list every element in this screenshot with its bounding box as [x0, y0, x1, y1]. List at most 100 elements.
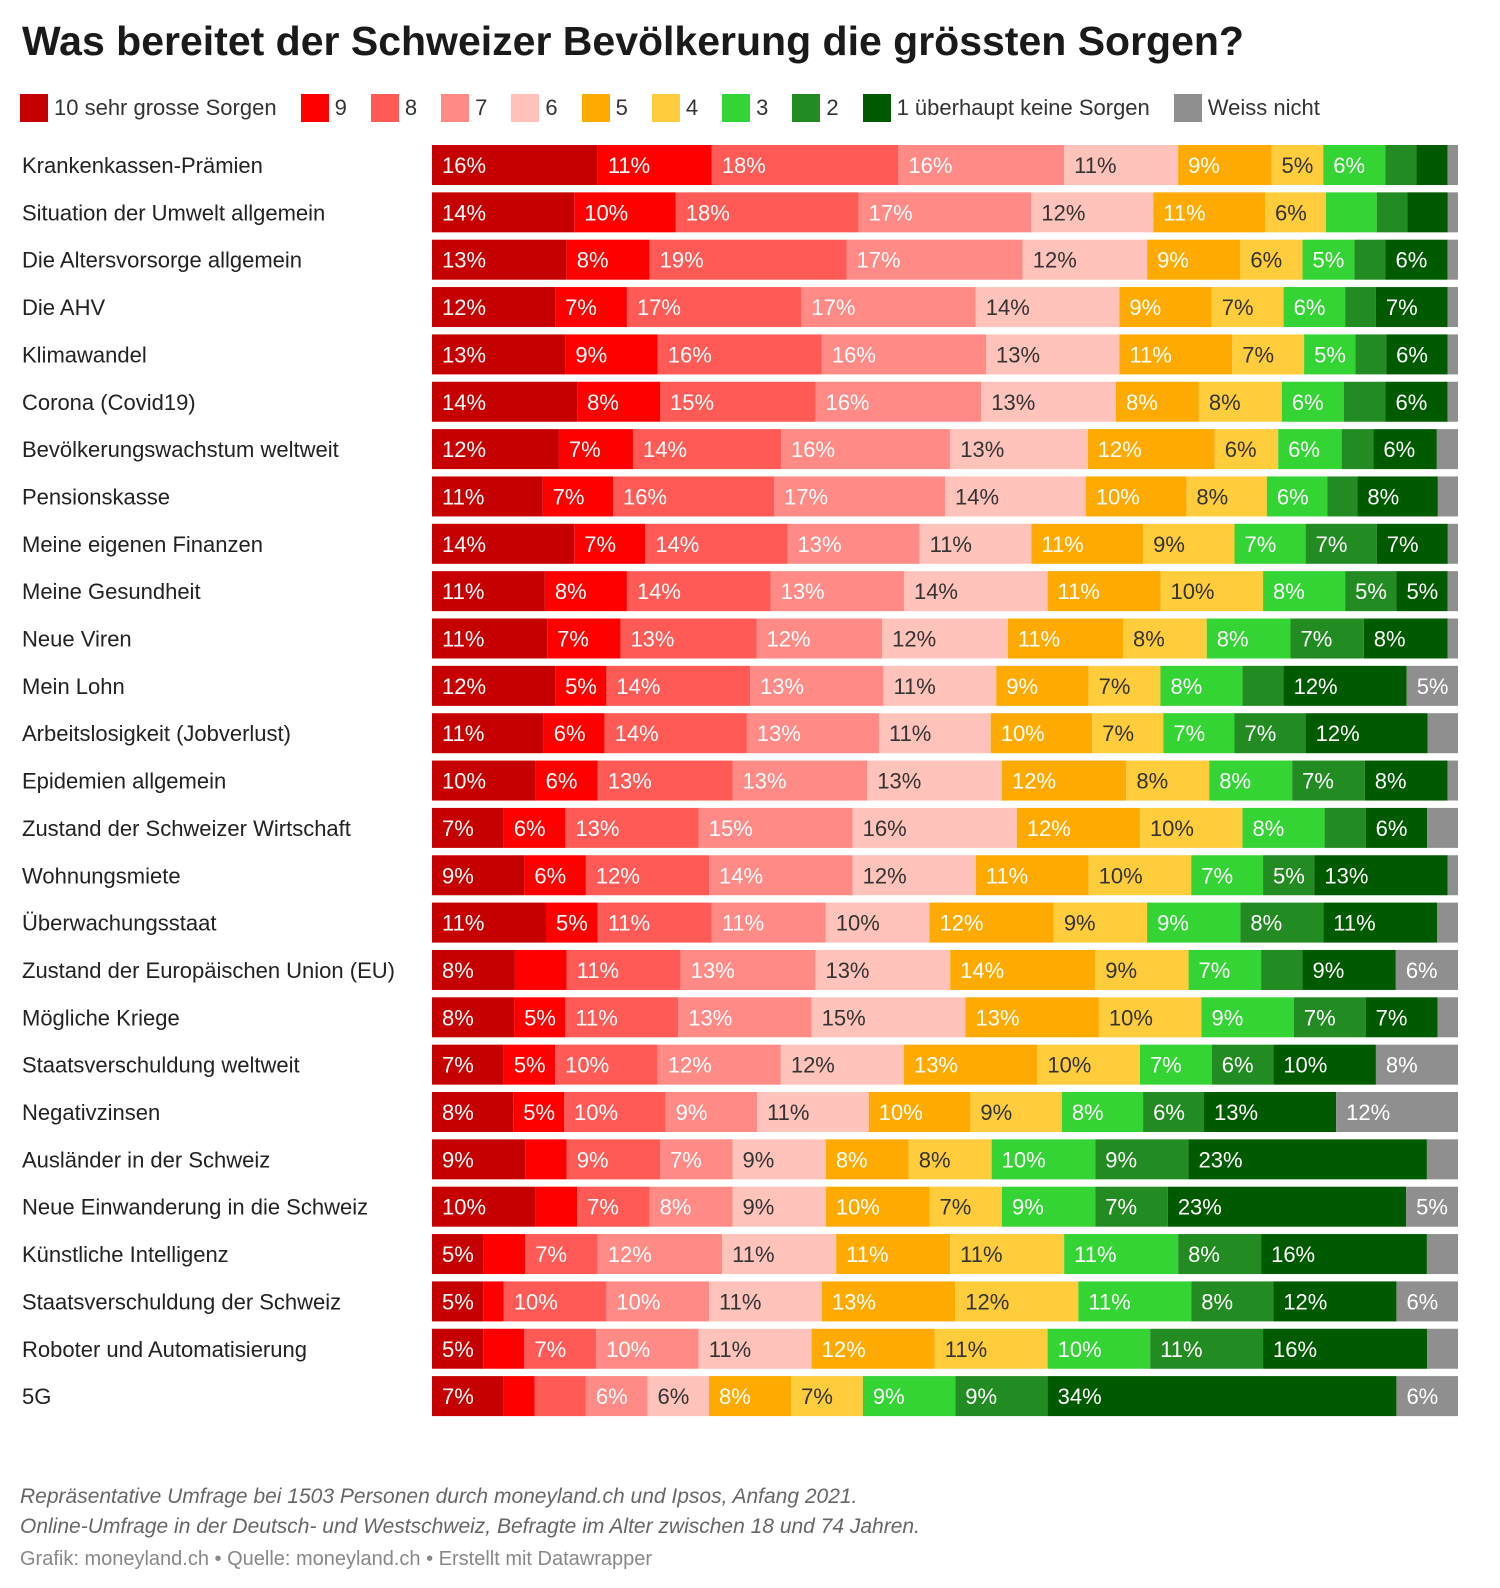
data-label: 7% [1199, 958, 1231, 983]
bar-segment [852, 807, 1017, 848]
data-label: 14% [719, 863, 763, 888]
bar-row: Die Altersvorsorge allgemein 13% 8% 19% 17% 1… [22, 239, 1458, 280]
legend-item: 8 [370, 94, 417, 122]
bar-segment [801, 287, 976, 328]
bar-segment [1302, 949, 1396, 990]
bar-segment [1188, 949, 1262, 990]
data-label: 8% [919, 1147, 951, 1172]
data-label: 13% [743, 769, 787, 794]
legend-swatch [792, 94, 821, 122]
category-label: Klimawandel [22, 342, 147, 367]
bar-segment [1416, 145, 1448, 185]
bar-segment [566, 1139, 660, 1180]
bar-segment [432, 145, 598, 185]
data-label: 13% [914, 1053, 958, 1078]
bar-segment [711, 902, 826, 943]
data-label: 10% [836, 1195, 880, 1220]
bar-segment [678, 997, 812, 1038]
bar-segment [815, 949, 951, 990]
data-label: 7% [1201, 863, 1233, 888]
data-label: 6% [1275, 200, 1307, 225]
bar-segment [1240, 239, 1303, 280]
bar-segment [836, 1234, 951, 1275]
data-label: 6% [657, 1384, 689, 1409]
data-label: 8% [1386, 1053, 1418, 1078]
bar-segment [986, 334, 1120, 375]
bar-segment [432, 1186, 536, 1227]
bar-row: Meine eigenen Finanzen 14% 7% 14% 13% 11% 11% 9… [22, 523, 1458, 564]
data-label: 5% [1314, 342, 1346, 367]
data-label: 6% [1406, 958, 1438, 983]
bar-segment [821, 334, 987, 375]
bar-segment [503, 1281, 607, 1322]
bar-segment [483, 1281, 504, 1322]
bar-segment [555, 665, 607, 706]
bar-segment [1037, 1044, 1140, 1085]
data-label: 8% [587, 390, 619, 415]
data-label: 5% [1417, 674, 1449, 699]
data-label: 5% [442, 1289, 474, 1314]
data-label: 9% [1212, 1005, 1244, 1030]
bar-segment [868, 1092, 971, 1132]
bar-segment [981, 381, 1116, 422]
legend-swatch [300, 94, 329, 122]
bar-segment [1263, 855, 1315, 896]
bar-segment [1341, 429, 1374, 470]
data-label: 9% [1153, 532, 1185, 557]
bar-segment [1365, 807, 1428, 848]
bar-segment [1385, 145, 1417, 185]
data-label: 11% [442, 721, 484, 746]
data-label: 14% [442, 200, 486, 225]
data-label: 10% [1002, 1147, 1046, 1172]
data-label: 11% [442, 484, 484, 509]
bar-row: Überwachungsstaat 11% 5% 11% 11% 10% 12% 9% 9% 8%… [22, 902, 1458, 943]
data-label: 10% [1150, 816, 1194, 841]
note-line-2: Online-Umfrage in der Deutsch- und Wests… [20, 1515, 920, 1538]
bar-segment [1437, 997, 1458, 1038]
bar-segment [1385, 381, 1448, 422]
data-label: 11% [722, 911, 764, 936]
data-label: 12% [1346, 1100, 1390, 1125]
data-label: 5% [1416, 1195, 1448, 1220]
bar-segment [1116, 381, 1199, 422]
data-label: 13% [575, 816, 619, 841]
bar-segment [657, 1044, 781, 1085]
legend-item: 1 überhaupt keine Sorgen [862, 94, 1150, 122]
data-label: 10% [1047, 1053, 1091, 1078]
legend-label: 1 überhaupt keine Sorgen [896, 95, 1150, 120]
bar-segment [1261, 1234, 1427, 1275]
data-label: 10% [1109, 1005, 1153, 1030]
legend-label: 5 [615, 95, 628, 120]
bar-segment [903, 1044, 1038, 1085]
category-label: Mögliche Kriege [22, 1005, 180, 1030]
data-label: 5% [442, 1337, 474, 1362]
bar-segment [432, 381, 578, 422]
bar-segment [660, 381, 816, 422]
bar-segment [432, 334, 566, 375]
data-label: 15% [822, 1005, 866, 1030]
category-label: Bevölkerungswachstum weltweit [22, 437, 339, 462]
bar-segment [1292, 760, 1365, 801]
data-label: 13% [630, 627, 674, 652]
bar-segment [524, 1328, 597, 1369]
bar-segment [432, 713, 544, 754]
bar-segment [1088, 855, 1192, 896]
data-label: 6% [1250, 248, 1282, 273]
bar-segment [1095, 1139, 1189, 1180]
data-label: 11% [1018, 627, 1060, 652]
bar-segment [950, 429, 1088, 470]
data-label: 11% [767, 1100, 809, 1125]
bar-segment [750, 665, 884, 706]
bar-segment [1119, 334, 1233, 375]
bar-segment [1376, 523, 1448, 564]
bar-segment [1064, 145, 1179, 185]
bar-segment [574, 192, 676, 233]
data-label: 5% [1281, 153, 1313, 178]
legend-swatch [511, 94, 540, 122]
bar-segment [1426, 1139, 1458, 1180]
data-label: 8% [1209, 390, 1241, 415]
bar-segment [535, 1186, 578, 1227]
legend-label: Weiss nicht [1207, 95, 1320, 120]
bar-segment [1078, 1281, 1192, 1322]
data-label: 17% [811, 295, 855, 320]
